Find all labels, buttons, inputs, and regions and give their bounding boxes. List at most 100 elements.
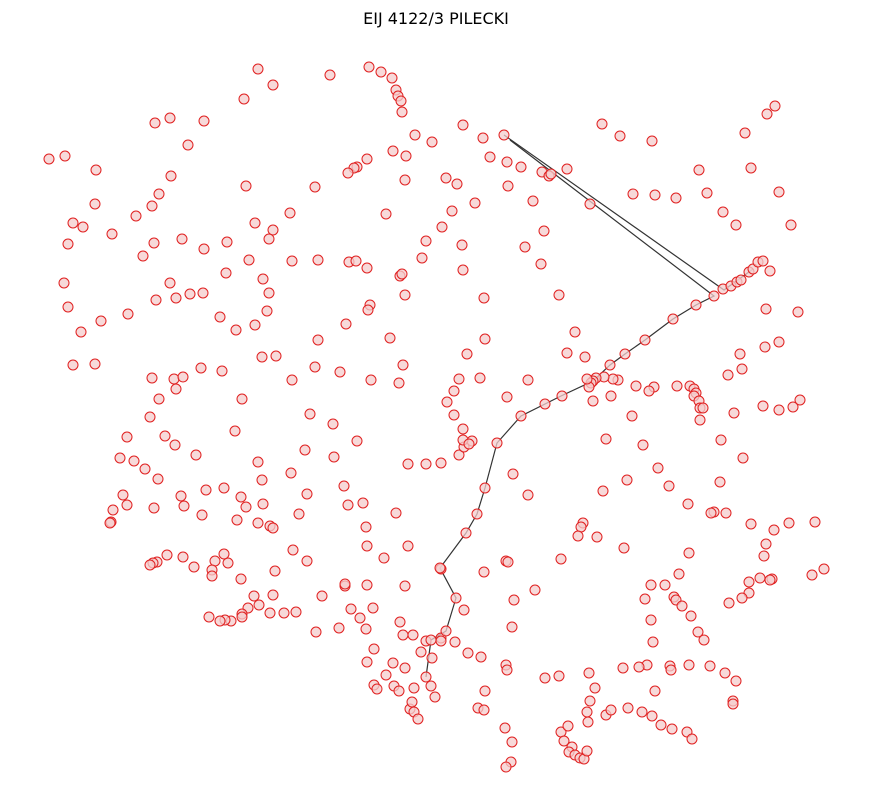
- data-point: [62, 301, 74, 313]
- data-point: [818, 563, 830, 575]
- data-point: [394, 616, 406, 628]
- data-point: [527, 195, 539, 207]
- data-point: [630, 380, 642, 392]
- data-point: [393, 685, 405, 697]
- data-point: [209, 555, 221, 567]
- data-point: [216, 365, 228, 377]
- data-point: [256, 351, 268, 363]
- data-point: [231, 514, 243, 526]
- data-point: [400, 150, 412, 162]
- data-point: [645, 579, 657, 591]
- data-point: [484, 151, 496, 163]
- data-point: [461, 348, 473, 360]
- data-point: [591, 531, 603, 543]
- data-point: [589, 682, 601, 694]
- data-point: [692, 626, 704, 638]
- data-point: [469, 197, 481, 209]
- data-point: [607, 373, 619, 385]
- data-point: [569, 326, 581, 338]
- data-point: [243, 254, 255, 266]
- data-point: [596, 118, 608, 130]
- data-point: [363, 61, 375, 73]
- data-point: [792, 306, 804, 318]
- data-point: [286, 374, 298, 386]
- data-point: [693, 164, 705, 176]
- data-point: [153, 188, 165, 200]
- data-point: [412, 713, 424, 725]
- data-point: [206, 570, 218, 582]
- data-point: [673, 568, 685, 580]
- data-point: [617, 662, 629, 674]
- data-point: [367, 602, 379, 614]
- data-point: [406, 696, 418, 708]
- data-point: [435, 457, 447, 469]
- data-point: [522, 374, 534, 386]
- data-point: [312, 334, 324, 346]
- data-point: [501, 664, 513, 676]
- path-line: [425, 139, 716, 678]
- data-point: [249, 217, 261, 229]
- data-point: [500, 761, 512, 773]
- data-point: [284, 207, 296, 219]
- data-point: [304, 408, 316, 420]
- data-point: [188, 561, 200, 573]
- data-point: [248, 590, 260, 602]
- data-point: [378, 552, 390, 564]
- data-point: [170, 383, 182, 395]
- data-point: [773, 186, 785, 198]
- data-point: [561, 163, 573, 175]
- data-point: [785, 219, 797, 231]
- data-point: [659, 579, 671, 591]
- data-point: [614, 130, 626, 142]
- data-point: [769, 100, 781, 112]
- data-point: [605, 704, 617, 716]
- data-point: [287, 544, 299, 556]
- data-point: [529, 584, 541, 596]
- data-point: [622, 702, 634, 714]
- data-point: [62, 238, 74, 250]
- data-point: [806, 569, 818, 581]
- data-point: [720, 507, 732, 519]
- data-point: [197, 287, 209, 299]
- data-point: [686, 733, 698, 745]
- data-point: [253, 599, 265, 611]
- data-point: [256, 474, 268, 486]
- data-point: [327, 418, 339, 430]
- data-point: [169, 439, 181, 451]
- data-point: [235, 573, 247, 585]
- data-point: [399, 580, 411, 592]
- data-point: [730, 675, 742, 687]
- data-point: [59, 150, 71, 162]
- data-point: [434, 562, 446, 574]
- data-point: [416, 252, 428, 264]
- data-point: [407, 629, 419, 641]
- data-point: [420, 671, 432, 683]
- data-point: [89, 358, 101, 370]
- data-point: [309, 181, 321, 193]
- data-point: [396, 106, 408, 118]
- data-point: [499, 722, 511, 734]
- data-point: [757, 400, 769, 412]
- data-point: [583, 667, 595, 679]
- data-point: [436, 221, 448, 233]
- data-point: [535, 258, 547, 270]
- data-point: [146, 372, 158, 384]
- data-point: [354, 612, 366, 624]
- data-point: [114, 452, 126, 464]
- data-point: [558, 735, 570, 747]
- data-point: [240, 501, 252, 513]
- data-point: [663, 480, 675, 492]
- data-point: [600, 433, 612, 445]
- data-point: [479, 333, 491, 345]
- data-point: [58, 277, 70, 289]
- data-point: [722, 369, 734, 381]
- data-point: [229, 425, 241, 437]
- data-point: [714, 476, 726, 488]
- data-point: [420, 458, 432, 470]
- data-point: [196, 509, 208, 521]
- data-point: [690, 299, 702, 311]
- data-point: [397, 629, 409, 641]
- chart-title: EIJ 4122/3 PILECKI: [363, 9, 509, 28]
- data-point: [152, 473, 164, 485]
- data-point: [463, 438, 475, 450]
